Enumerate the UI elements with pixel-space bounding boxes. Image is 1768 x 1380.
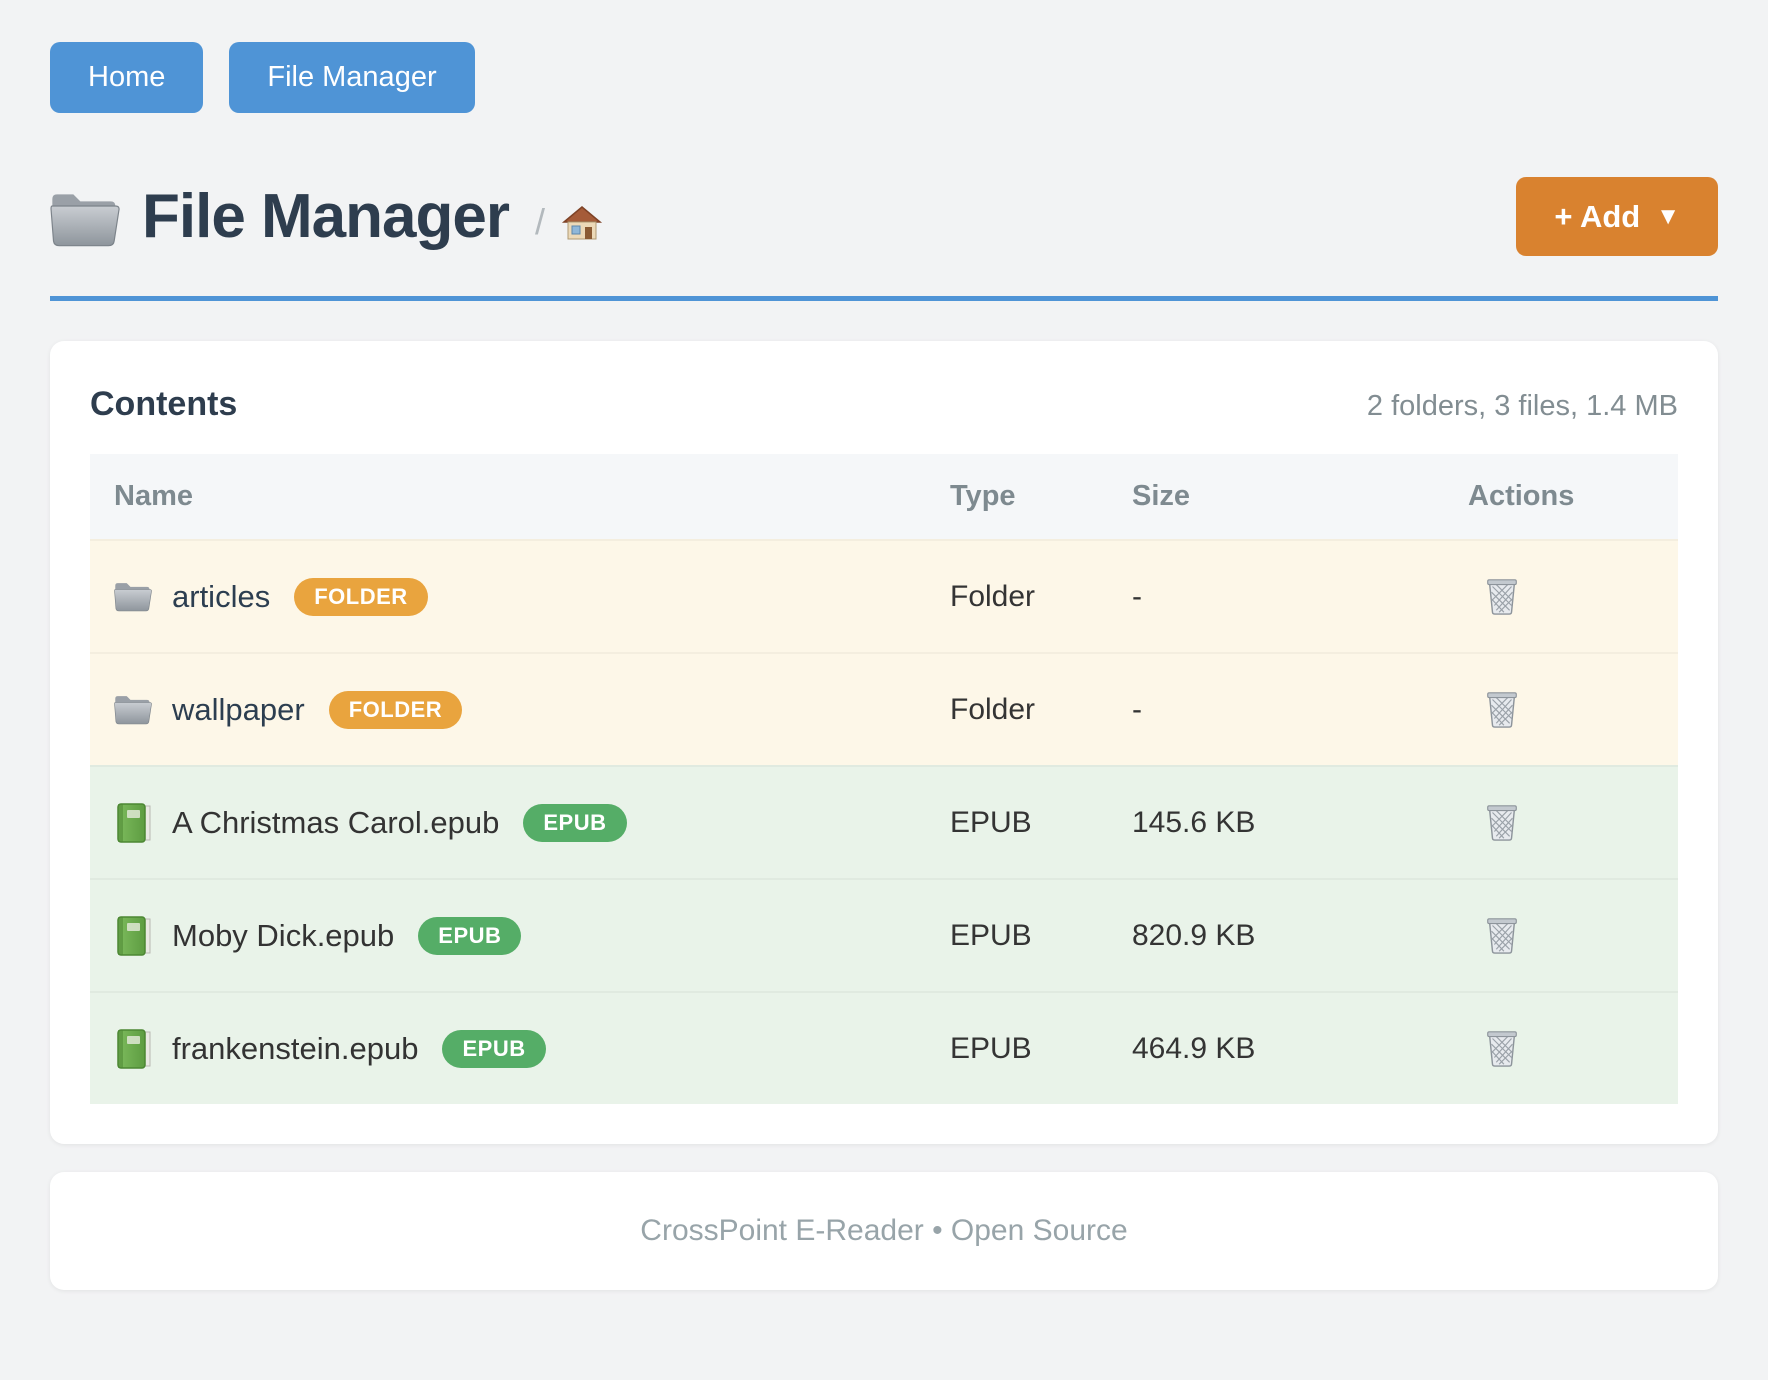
type-cell: Folder <box>950 692 1036 726</box>
delete-button[interactable] <box>1480 798 1524 846</box>
actions-cell <box>1468 685 1678 734</box>
table-row[interactable]: A Christmas Carol.epub EPUB EPUB 145.6 K… <box>90 765 1678 878</box>
name-cell: frankenstein.epub EPUB <box>90 1028 950 1069</box>
file-name[interactable]: articles <box>172 578 271 614</box>
contents-summary: 2 folders, 3 files, 1.4 MB <box>1366 390 1678 422</box>
file-manager-button[interactable]: File Manager <box>229 42 475 113</box>
breadcrumb-separator: / <box>535 200 546 242</box>
actions-cell <box>1468 572 1678 621</box>
footer-text: CrossPoint E-Reader • Open Source <box>640 1214 1128 1247</box>
trash-icon <box>1486 1031 1518 1067</box>
green-book-icon <box>117 1028 151 1069</box>
add-button-label: + Add <box>1554 199 1641 234</box>
table-row[interactable]: articles FOLDER Folder - <box>90 539 1678 652</box>
column-header-size: Size <box>1132 480 1191 512</box>
actions-cell <box>1468 1024 1678 1073</box>
home-button[interactable]: Home <box>50 42 204 113</box>
file-name[interactable]: wallpaper <box>172 691 305 727</box>
type-cell: EPUB <box>950 805 1032 839</box>
file-name[interactable]: Moby Dick.epub <box>172 917 395 953</box>
trash-icon <box>1486 918 1518 954</box>
type-badge: FOLDER <box>294 577 428 616</box>
name-cell: Moby Dick.epub EPUB <box>90 915 950 956</box>
size-cell: 820.9 KB <box>1132 918 1256 952</box>
size-cell: - <box>1132 579 1142 613</box>
contents-heading: Contents <box>90 385 238 423</box>
home-icon[interactable] <box>561 203 603 241</box>
trash-icon <box>1486 805 1518 841</box>
column-header-actions: Actions <box>1468 480 1575 512</box>
file-manager-page: Home File Manager File Manager / + Add ▼… <box>50 42 1718 1290</box>
delete-button[interactable] <box>1480 572 1524 620</box>
page-title: File Manager <box>142 182 510 251</box>
actions-cell <box>1468 911 1678 960</box>
contents-card-header: Contents 2 folders, 3 files, 1.4 MB <box>90 385 1678 424</box>
folder-icon <box>114 695 152 724</box>
file-table: Name Type Size Actions articles FOLDER F… <box>90 454 1678 1104</box>
size-cell: 145.6 KB <box>1132 805 1256 839</box>
type-badge: FOLDER <box>328 690 463 729</box>
table-row[interactable]: Moby Dick.epub EPUB EPUB 820.9 KB <box>90 878 1678 991</box>
delete-button[interactable] <box>1480 911 1524 959</box>
title-divider <box>50 296 1718 301</box>
table-body: articles FOLDER Folder - wallpaper FOLDE… <box>90 539 1678 1104</box>
add-button[interactable]: + Add ▼ <box>1516 177 1718 256</box>
name-cell: A Christmas Carol.epub EPUB <box>90 802 950 843</box>
name-cell: articles FOLDER <box>90 577 950 616</box>
type-cell: EPUB <box>950 918 1032 952</box>
folder-icon <box>114 582 152 611</box>
column-header-type: Type <box>950 480 1016 512</box>
type-badge: EPUB <box>418 916 522 955</box>
green-book-icon <box>117 915 151 956</box>
name-cell: wallpaper FOLDER <box>90 690 950 729</box>
table-row[interactable]: wallpaper FOLDER Folder - <box>90 652 1678 765</box>
type-cell: EPUB <box>950 1031 1032 1065</box>
file-name[interactable]: A Christmas Carol.epub <box>172 804 500 840</box>
title-group: File Manager / <box>50 181 603 252</box>
contents-card: Contents 2 folders, 3 files, 1.4 MB Name… <box>50 341 1718 1144</box>
type-badge: EPUB <box>442 1029 546 1068</box>
type-cell: Folder <box>950 579 1036 613</box>
column-header-name: Name <box>114 480 193 512</box>
delete-button[interactable] <box>1480 1024 1524 1072</box>
top-nav: Home File Manager <box>50 42 1718 113</box>
folder-icon <box>50 193 120 246</box>
page-header: File Manager / + Add ▼ <box>50 177 1718 256</box>
chevron-down-icon: ▼ <box>1656 202 1680 230</box>
actions-cell <box>1468 798 1678 847</box>
trash-icon <box>1486 579 1518 615</box>
file-name[interactable]: frankenstein.epub <box>172 1030 419 1066</box>
green-book-icon <box>117 802 151 843</box>
delete-button[interactable] <box>1480 685 1524 733</box>
table-header-row: Name Type Size Actions <box>90 454 1678 539</box>
footer-card: CrossPoint E-Reader • Open Source <box>50 1172 1718 1290</box>
size-cell: 464.9 KB <box>1132 1031 1256 1065</box>
type-badge: EPUB <box>523 803 627 842</box>
trash-icon <box>1486 692 1518 728</box>
table-row[interactable]: frankenstein.epub EPUB EPUB 464.9 KB <box>90 991 1678 1104</box>
size-cell: - <box>1132 692 1142 726</box>
